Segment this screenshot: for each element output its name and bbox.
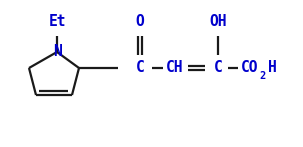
Text: C: C xyxy=(214,61,222,76)
Text: CH: CH xyxy=(166,61,184,76)
Text: H: H xyxy=(268,61,276,76)
Text: Et: Et xyxy=(48,15,66,30)
Text: CO: CO xyxy=(241,61,259,76)
Text: N: N xyxy=(53,45,62,60)
Text: C: C xyxy=(136,61,144,76)
Text: 2: 2 xyxy=(260,71,266,81)
Text: O: O xyxy=(136,15,144,30)
Text: OH: OH xyxy=(209,15,227,30)
